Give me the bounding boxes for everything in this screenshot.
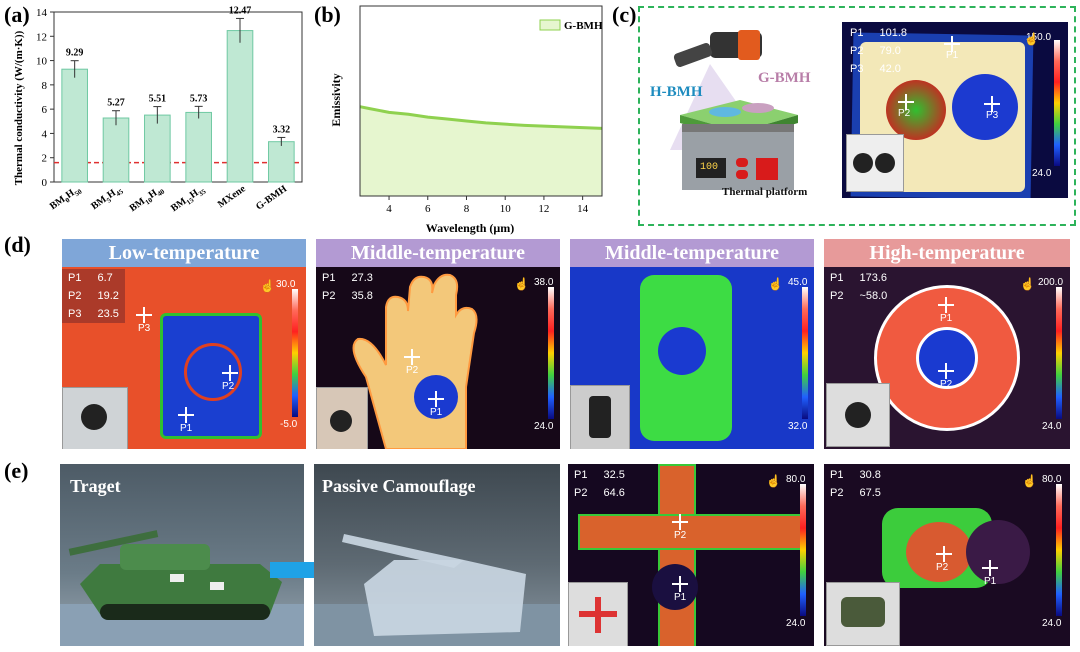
marker-p1-label: P1 (946, 50, 959, 61)
x-tick-label: 6 (425, 203, 431, 215)
y-tick-label: 12 (36, 31, 47, 43)
area-G-BMH (360, 106, 602, 196)
scale-max: 150.0 (1026, 32, 1052, 43)
title-low-temperature: Low-temperature (62, 239, 306, 267)
target-label: Traget (70, 476, 121, 496)
marker-p3 (984, 96, 1000, 112)
category-label: BM10H40 (128, 183, 167, 216)
category-label: MXene (216, 183, 248, 210)
thermal-image-plane: P2 P1 80.0 24.0 ☝ P1 32.5 P2 64.6 (568, 464, 814, 646)
chart-b-frame (359, 5, 603, 197)
chart-b-ylabel: Emissivity (329, 73, 343, 126)
bar-MXene (226, 30, 254, 183)
chart-a-axes: 0 2 4 6 8 10 12 14 (36, 7, 303, 189)
y-tick-label: 0 (42, 177, 48, 189)
chart-a-bars: 9.29 BM0H50 5.27 BM5H45 5.51 BM10H40 5.73 BM15H… (48, 5, 295, 216)
sample-photo-low (62, 387, 128, 449)
category-label: G-BMH (254, 183, 289, 212)
thermal-image-tank: P2 P1 80.0 24.0 ☝ P1 30.8 P2 67.5 (824, 464, 1070, 646)
y-tick-label: 10 (36, 56, 48, 68)
bar-G-BMH (268, 141, 295, 183)
thermal-image-c: P1 P2 P3 150.0 24.0 ☝ P1 101.8 P2 79.0 P3 4… (842, 22, 1068, 198)
category-label: BM0H50 (48, 183, 84, 214)
bar-BM10H40 (144, 114, 171, 183)
camouflage-label: Passive Camouflage (322, 476, 476, 496)
readout-c: P1 101.8 P2 79.0 P3 42.0 (850, 27, 907, 75)
x-tick-label: 12 (538, 203, 549, 215)
panel-label-c: (c) (612, 2, 637, 27)
legend-swatch (539, 19, 561, 31)
scale-min: 24.0 (1032, 168, 1052, 179)
tank-model-icon (68, 530, 282, 620)
y-tick-label: 8 (42, 80, 48, 92)
heating-platform-icon (680, 100, 798, 190)
sample-photo-c (846, 134, 904, 192)
category-label: BM15H35 (169, 183, 208, 216)
thermal-image-block: 45.0 32.0 ☝ (570, 267, 814, 449)
thermal-image-hand: P2 P1 38.0 24.0 ☝ P1 27.3 P2 35.8 (316, 267, 560, 449)
legend-label: G-BMH (564, 20, 603, 32)
y-tick-label: 4 (42, 128, 48, 140)
value-label: 3.32 (273, 124, 291, 135)
bar-BM15H35 (185, 111, 212, 183)
chart-a-frame (53, 11, 303, 183)
marker-p2 (898, 94, 914, 110)
chart-a-ylabel: Thermal conductivity (W/(m·K)) (13, 30, 25, 185)
panel-label-d: (d) (4, 232, 31, 257)
thermal-platform-label: Thermal platform (722, 186, 808, 198)
value-label: 12.47 (229, 5, 252, 16)
marker-p1 (944, 36, 960, 52)
photo-camouflage: Passive Camouflage (314, 464, 560, 646)
panel-c-frame (638, 6, 1076, 226)
bar-BM0H50 (61, 68, 88, 183)
x-tick-label: 8 (464, 203, 470, 215)
thermal-image-high: P1 P2 200.0 24.0 ☝ P1 173.6 P2 ~58.0 (824, 267, 1070, 449)
value-label: 5.51 (149, 94, 167, 105)
title-middle-temperature-block: Middle-temperature (570, 239, 814, 267)
panel-label-a: (a) (4, 2, 30, 27)
g-bmh-label: G-BMH (758, 70, 811, 86)
display-value: 100 (700, 162, 719, 173)
panel-label-b: (b) (314, 2, 341, 27)
x-tick-label: 10 (500, 203, 512, 215)
thermal-platform-illustration (670, 30, 798, 190)
line-G-BMH (359, 105, 603, 130)
chart-b-xlabel: Wavelength (μm) (426, 221, 514, 235)
value-label: 5.73 (190, 93, 208, 104)
y-tick-label: 6 (42, 104, 48, 116)
bar-BM5H45 (102, 117, 130, 183)
color-scale (1054, 40, 1060, 166)
marker-p3-label: P3 (986, 110, 999, 121)
h-bmh-label: H-BMH (650, 84, 703, 100)
panel-label-e: (e) (4, 458, 29, 483)
thermal-image-low: P3 P2 P1 30.0 -5.0 ☝ P1 6.7 P2 19.2 P3 23.5 (62, 267, 306, 449)
x-tick-label: 14 (577, 203, 589, 215)
category-label: BM5H45 (89, 183, 125, 214)
value-label: 5.27 (107, 98, 125, 109)
marker-p2-label: P2 (898, 108, 911, 119)
readout-low: P1 6.7 P2 19.2 P3 23.5 (62, 269, 125, 323)
chart-b: Emissivity Wavelength (μm) 4 6 8 10 12 14 G-BM… (329, 5, 603, 235)
y-tick-label: 14 (36, 7, 48, 19)
value-label: 9.29 (66, 48, 84, 59)
cursor-icon: ☝ (1024, 32, 1039, 46)
x-tick-label: 4 (386, 203, 392, 215)
chart-a: Thermal conductivity (W/(m·K)) 0 2 4 6 8 10 12… (13, 5, 303, 216)
chart-b-plot: 4 6 8 10 12 14 G-BMH (359, 5, 603, 215)
title-high-temperature: High-temperature (824, 239, 1070, 267)
photo-target: Traget (60, 464, 304, 646)
y-tick-label: 2 (42, 153, 48, 165)
title-middle-temperature-hand: Middle-temperature (316, 239, 560, 267)
